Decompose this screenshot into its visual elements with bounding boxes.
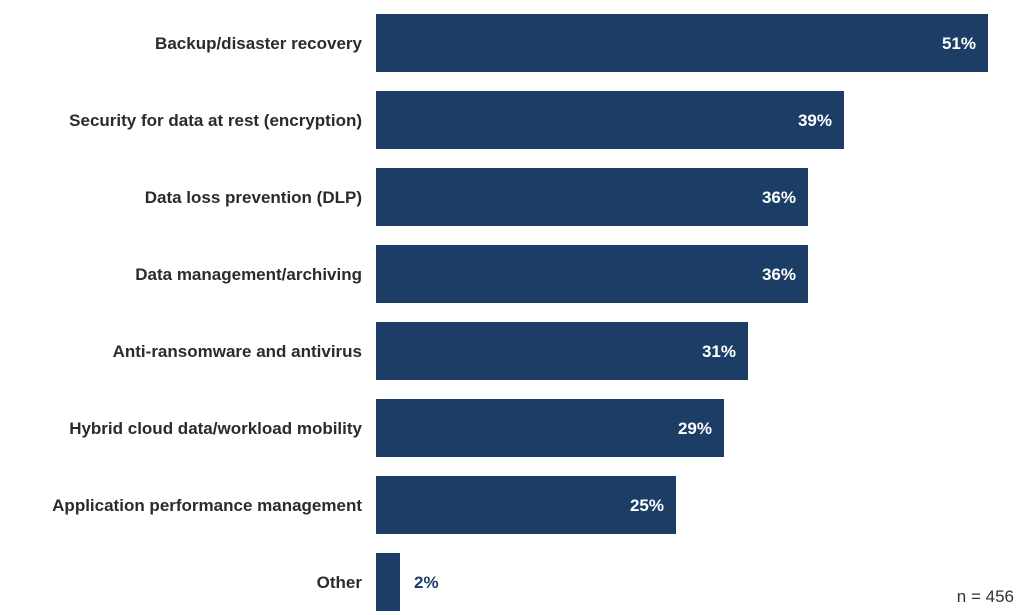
sample-size-note: n = 456 — [956, 587, 1014, 606]
bar — [376, 476, 676, 534]
category-label: Data management/archiving — [135, 265, 362, 284]
value-label: 31% — [702, 342, 736, 361]
category-label: Security for data at rest (encryption) — [69, 111, 362, 130]
bar — [376, 322, 748, 380]
bar — [376, 14, 988, 72]
category-label: Anti-ransomware and antivirus — [113, 342, 362, 361]
category-label: Application performance management — [52, 496, 362, 515]
category-label: Backup/disaster recovery — [155, 34, 362, 53]
bar-group-item-7: Application performance management 25% — [52, 476, 676, 534]
value-label: 29% — [678, 419, 712, 438]
value-label: 36% — [762, 188, 796, 207]
category-label: Other — [317, 573, 363, 592]
bar — [376, 168, 808, 226]
bar-group-item-1: Backup/disaster recovery 51% — [155, 14, 988, 72]
value-label: 25% — [630, 496, 664, 515]
value-label: 36% — [762, 265, 796, 284]
bar-group-item-4: Data management/archiving 36% — [135, 245, 808, 303]
bar-group-item-2: Security for data at rest (encryption) 39… — [69, 91, 844, 149]
bar-group-item-5: Anti-ransomware and antivirus 31% — [113, 322, 748, 380]
value-label: 2% — [414, 573, 439, 592]
value-label: 51% — [942, 34, 976, 53]
category-label: Data loss prevention (DLP) — [145, 188, 362, 207]
bar — [376, 399, 724, 457]
bar — [376, 91, 844, 149]
bar — [376, 553, 400, 611]
bar — [376, 245, 808, 303]
bar-group-item-8: Other 2% — [317, 553, 439, 611]
value-label: 39% — [798, 111, 832, 130]
category-label: Hybrid cloud data/workload mobility — [69, 419, 362, 438]
bar-group-item-3: Data loss prevention (DLP) 36% — [145, 168, 808, 226]
bar-group-item-6: Hybrid cloud data/workload mobility 29% — [69, 399, 724, 457]
